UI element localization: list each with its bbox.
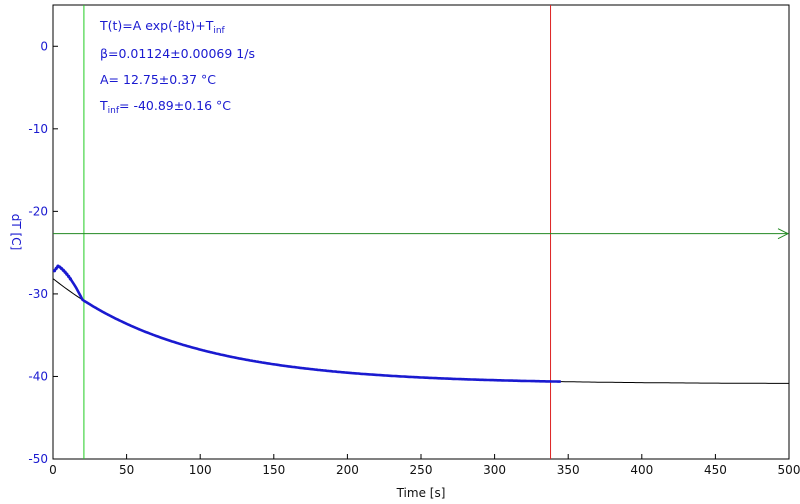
tinf-value: Tinf= -40.89±0.16 °C — [99, 98, 231, 116]
model-equation-main: T(t)=A exp(-βt)+T — [99, 18, 214, 33]
y-tick-label: -20 — [28, 204, 48, 218]
x-axis-label: Time [s] — [396, 486, 446, 500]
y-tick-label: -30 — [28, 287, 48, 301]
fit-curve — [52, 278, 789, 384]
data-point — [54, 266, 58, 271]
tinf-main: T — [99, 98, 108, 113]
x-tick-label: 150 — [262, 463, 285, 477]
y-tick-label: -40 — [28, 369, 48, 383]
model-equation: T(t)=A exp(-βt)+Tinf — [99, 18, 226, 36]
x-tick-label: 400 — [630, 463, 653, 477]
x-tick-label: 500 — [778, 463, 800, 477]
x-tick-label: 50 — [119, 463, 134, 477]
x-tick-label: 250 — [410, 463, 433, 477]
beta-value: β=0.01124±0.00069 1/s — [100, 46, 255, 61]
y-tick-label: -50 — [28, 452, 48, 466]
curve-group — [52, 264, 789, 384]
measured-data-series — [53, 265, 561, 383]
y-axis-label: dT [C] — [9, 214, 23, 251]
x-tick-label: 200 — [336, 463, 359, 477]
y-tick-label: 0 — [40, 39, 48, 53]
x-tick-label: 100 — [189, 463, 212, 477]
data-point — [68, 277, 72, 281]
tinf-rest: = -40.89±0.16 °C — [119, 98, 231, 113]
data-point — [67, 274, 71, 279]
tinf-sub: inf — [108, 106, 120, 116]
x-tick-label: 300 — [483, 463, 506, 477]
y-tick-label: -10 — [28, 122, 48, 136]
x-tick-label: 450 — [704, 463, 727, 477]
x-tick-label: 350 — [557, 463, 580, 477]
horizontal-marker-arrow — [777, 228, 790, 240]
data-point — [65, 272, 69, 276]
tick-group: 0 50 100 150 200 250 300 350 400 450 500 0 -10 -20 -30… — [28, 39, 800, 477]
model-equation-sub: inf — [213, 26, 225, 36]
marker-group — [53, 5, 790, 459]
data-point — [52, 269, 57, 273]
a-value: A= 12.75±0.37 °C — [100, 72, 216, 87]
x-tick-label: 0 — [49, 463, 57, 477]
